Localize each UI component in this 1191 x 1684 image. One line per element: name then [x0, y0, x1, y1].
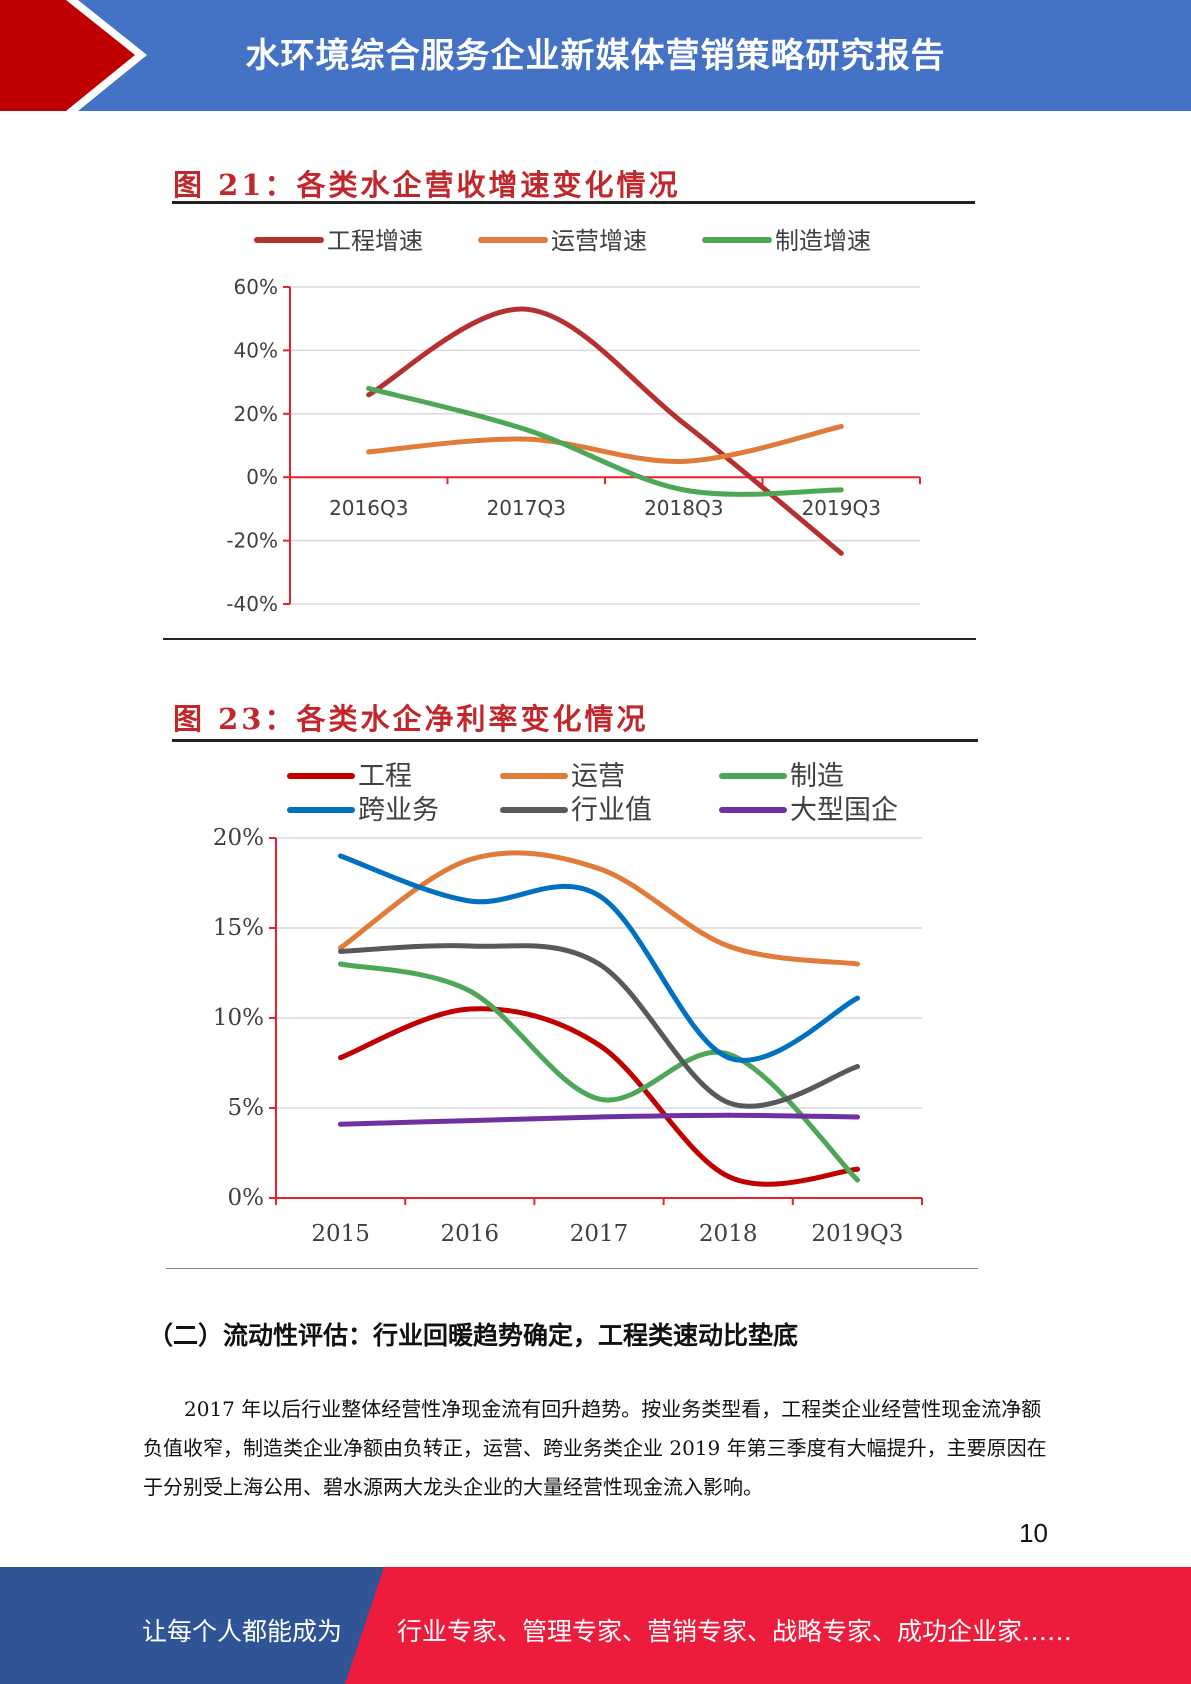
footer-slogan-right: 行业专家、管理专家、营销专家、战略专家、成功企业家…… — [397, 1617, 1073, 1646]
legend-label: 行业值 — [571, 795, 652, 826]
legend-label: 大型国企 — [790, 795, 898, 826]
x-tick-label: 2019Q3 — [802, 496, 881, 520]
series-point — [338, 961, 344, 967]
legend-label: 制造增速 — [775, 227, 871, 255]
report-title: 水环境综合服务企业新媒体营销策略研究报告 — [245, 36, 946, 76]
series-point — [838, 550, 844, 556]
page-footer — [0, 1567, 1191, 1684]
chart-net-margin: 20% 15% 10% 5% 0% 2015 2016 2017 2018 2019Q3 工程 运营 制… — [213, 761, 923, 1247]
series-point — [467, 898, 473, 904]
page-number: 10 — [1019, 1518, 1048, 1548]
series-point — [467, 988, 473, 994]
series-point — [366, 449, 372, 455]
y-tick-label: -20% — [226, 529, 278, 553]
legend-label: 制造 — [790, 761, 844, 792]
series-point — [838, 487, 844, 493]
y-tick-label: 10% — [213, 1005, 264, 1031]
series-point — [681, 487, 687, 493]
header-arrow-decoration — [0, 0, 147, 111]
series-point — [725, 943, 731, 949]
series-point — [681, 458, 687, 464]
y-tick-label: 0% — [228, 1185, 265, 1211]
series-point — [596, 893, 602, 899]
series-point — [338, 948, 344, 954]
body-paragraph: 2017 年以后行业整体经营性净现金流有回升趋势。按业务类型看，工程类企业经营性… — [143, 1397, 1047, 1499]
series-point — [467, 1118, 473, 1124]
y-tick-label: 60% — [234, 275, 278, 299]
figure-21-top-rule — [172, 201, 975, 204]
x-tick-label: 2018 — [699, 1221, 758, 1247]
series-point — [725, 1112, 731, 1118]
series-point — [854, 961, 860, 967]
series-point — [596, 866, 602, 872]
series-line-4 — [338, 943, 860, 1109]
legend-label: 运营 — [571, 761, 625, 792]
figure-23-bottom-rule — [166, 1268, 978, 1269]
legend-label: 工程 — [358, 761, 412, 792]
series-point — [854, 1166, 860, 1172]
y-tick-label: 20% — [213, 825, 264, 851]
figure-23-title: 图 23：各类水企净利率变化情况 — [173, 702, 649, 736]
figure-21-bottom-rule — [163, 638, 976, 640]
figure-21-title: 图 21：各类水企营收增速变化情况 — [173, 168, 681, 202]
series-point — [523, 436, 529, 442]
y-tick-label: 20% — [234, 402, 278, 426]
series-point — [523, 306, 529, 312]
series-point — [338, 853, 344, 859]
series-point — [725, 1100, 731, 1106]
series-point — [681, 420, 687, 426]
series-point — [523, 427, 529, 433]
footer-slogan-left: 让每个人都能成为 — [142, 1617, 343, 1646]
series-point — [338, 1055, 344, 1061]
chart-revenue-growth: 60% 40% 20% 0% -20% -40% 2016Q3 2017Q3 2018Q3 201… — [226, 227, 921, 616]
x-tick-label: 2017 — [570, 1221, 629, 1247]
x-tick-label: 2016Q3 — [329, 496, 408, 520]
series-point — [854, 1114, 860, 1120]
series-line-2 — [338, 961, 860, 1183]
page-header: 水环境综合服务企业新媒体营销策略研究报告 — [0, 0, 1191, 111]
series-point — [366, 385, 372, 391]
series-point — [854, 995, 860, 1001]
series-point — [338, 1121, 344, 1127]
series-point — [854, 1064, 860, 1070]
series-point — [854, 1177, 860, 1183]
series-point — [596, 961, 602, 967]
series-line-1 — [366, 423, 844, 464]
x-tick-label: 2016 — [441, 1221, 500, 1247]
series-point — [467, 1006, 473, 1012]
legend-label: 运营增速 — [551, 227, 647, 255]
y-tick-label: 15% — [213, 915, 264, 941]
figure-23-top-rule — [172, 739, 978, 742]
legend-label: 工程增速 — [327, 227, 423, 255]
section-heading: （二）流动性评估：行业回暖趋势确定，工程类速动比垫底 — [148, 1321, 799, 1350]
series-line-2 — [366, 385, 844, 497]
series-point — [596, 1042, 602, 1048]
y-tick-label: -40% — [226, 592, 278, 616]
x-tick-label: 2017Q3 — [487, 496, 566, 520]
series-point — [725, 1055, 731, 1061]
series-point — [366, 392, 372, 398]
y-tick-label: 5% — [228, 1095, 265, 1121]
y-tick-label: 0% — [246, 465, 278, 489]
legend-label: 跨业务 — [358, 795, 439, 826]
series-point — [725, 1173, 731, 1179]
x-tick-label: 2019Q3 — [811, 1221, 903, 1247]
series-line-0 — [366, 306, 844, 556]
y-tick-label: 40% — [234, 338, 278, 362]
series-point — [467, 857, 473, 863]
series-point — [838, 423, 844, 429]
series-point — [596, 1114, 602, 1120]
x-tick-label: 2018Q3 — [644, 496, 723, 520]
x-tick-label: 2015 — [311, 1221, 370, 1247]
series-point — [467, 943, 473, 949]
series-line-3 — [338, 853, 860, 1063]
series-point — [596, 1096, 602, 1102]
